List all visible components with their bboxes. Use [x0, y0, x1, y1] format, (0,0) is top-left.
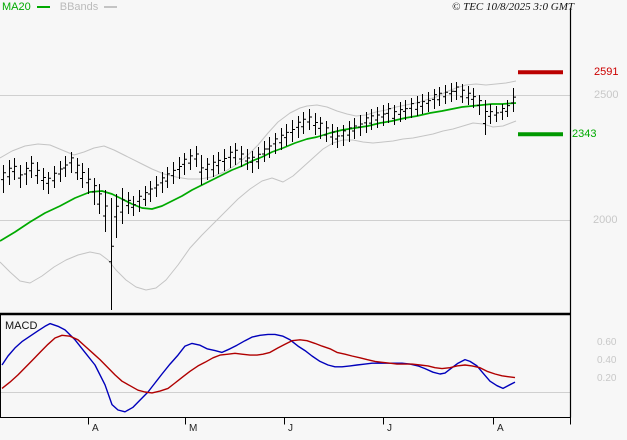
ma20-legend-label: MA20	[2, 1, 31, 13]
macd-signal-line	[1, 334, 516, 394]
x-axis-month-label-J: J	[387, 423, 392, 434]
copyright-timestamp: © TEC 10/8/2025 3:0 GMT	[451, 1, 574, 13]
macd-axis-label-0.60: 0.60	[597, 337, 617, 348]
macd-panel-border	[0, 313, 571, 418]
price-axis-label-2591: 2591	[594, 66, 619, 79]
ma20-legend-swatch	[36, 6, 50, 8]
price-axis-label-2000: 2000	[593, 214, 618, 226]
candlestick-series	[1, 82, 516, 310]
price-axis-label-2500: 2500	[594, 89, 619, 101]
ma20-line	[0, 102, 517, 242]
chart-legend: MA20 BBands	[2, 1, 123, 13]
x-axis-month-label-J: J	[288, 423, 293, 434]
bbands-legend-swatch	[104, 6, 118, 8]
macd-line	[1, 322, 516, 413]
bbands-legend-label: BBands	[59, 1, 99, 13]
x-axis-month-label-A: A	[92, 423, 99, 434]
x-axis-month-label-A: A	[497, 423, 504, 434]
macd-axis-label-0.40: 0.40	[597, 355, 617, 366]
macd-panel-label: MACD	[5, 320, 38, 332]
macd-axis-label-0.20: 0.20	[597, 373, 617, 384]
bollinger-lower-line	[0, 120, 517, 291]
bollinger-upper-line	[0, 80, 517, 180]
x-axis-month-label-M: M	[189, 423, 198, 434]
price-axis-label-2343: 2343	[572, 128, 597, 141]
